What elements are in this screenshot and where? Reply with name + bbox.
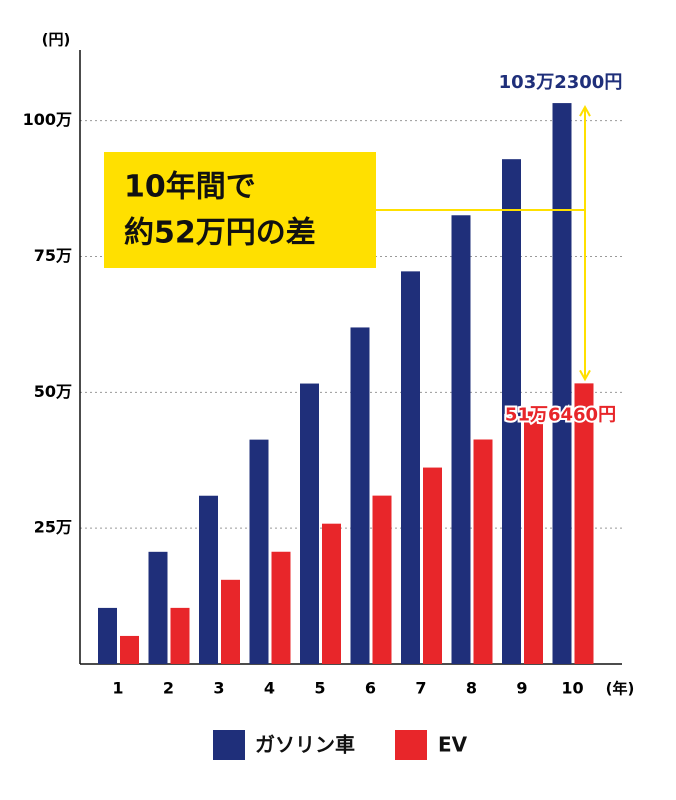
x-axis-label: (年) <box>606 680 635 698</box>
annotation-text: 約52万円の差 <box>124 216 316 251</box>
bar <box>473 439 493 664</box>
bar <box>552 103 572 664</box>
x-tick-label: 9 <box>516 679 527 698</box>
x-tick-label: 5 <box>314 679 325 698</box>
x-tick-label: 7 <box>415 679 426 698</box>
bar <box>148 551 168 664</box>
bar <box>199 495 218 664</box>
bar <box>401 271 420 664</box>
y-tick-label: 75万 <box>34 246 72 265</box>
x-tick-label: 6 <box>365 679 376 698</box>
arrow-head <box>579 369 591 382</box>
bar <box>322 523 341 664</box>
value-label: 51万6460円 <box>505 404 616 425</box>
y-tick-label: 50万 <box>34 382 72 401</box>
value-label: 103万2300円 <box>499 72 623 93</box>
bar <box>423 467 442 664</box>
bar <box>502 159 521 664</box>
arrow-head <box>579 105 591 117</box>
y-tick-label: 100万 <box>23 110 72 129</box>
bar <box>372 495 392 664</box>
bar <box>350 327 370 664</box>
legend-label: ガソリン車 <box>255 733 355 757</box>
x-tick-label: 3 <box>213 679 224 698</box>
bar <box>271 551 291 664</box>
bar <box>221 579 240 664</box>
bar <box>98 607 117 664</box>
x-tick-label: 1 <box>112 679 123 698</box>
bar <box>524 411 543 664</box>
legend-swatch <box>395 730 427 760</box>
bar <box>249 439 269 664</box>
bar <box>451 215 471 665</box>
bar <box>170 607 190 664</box>
legend-swatch <box>213 730 245 760</box>
x-tick-label: 4 <box>264 679 275 698</box>
annotation-text: 10年間で <box>124 170 256 205</box>
bar <box>574 383 594 664</box>
annotation-box <box>104 152 376 268</box>
y-tick-label: 25万 <box>34 518 72 537</box>
y-axis-label: (円) <box>42 31 71 49</box>
x-tick-label: 8 <box>466 679 477 698</box>
x-tick-label: 10 <box>561 679 583 698</box>
bar <box>300 383 319 664</box>
x-tick-label: 2 <box>163 679 174 698</box>
legend-label: EV <box>438 733 468 757</box>
bar <box>120 635 139 664</box>
